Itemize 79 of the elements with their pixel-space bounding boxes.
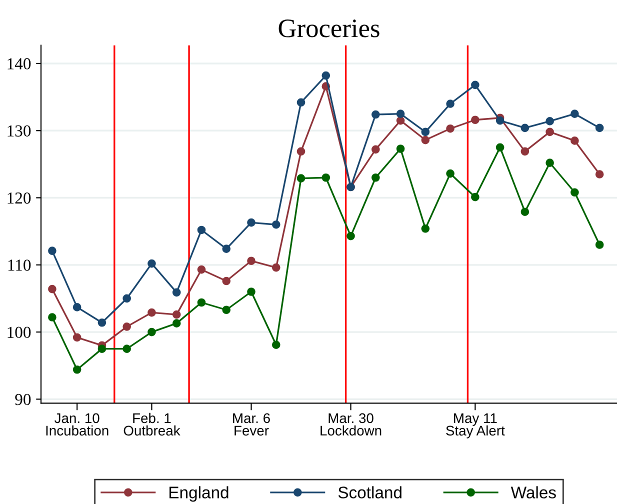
- point: [72, 333, 82, 342]
- legend-label: Wales: [510, 486, 556, 498]
- point: [222, 276, 231, 286]
- point: [222, 244, 231, 253]
- y-tick-label: 90: [15, 394, 31, 406]
- point: [371, 173, 380, 182]
- point: [396, 116, 405, 125]
- x-tick-label: Mar. 6 Fever: [233, 413, 270, 436]
- point: [471, 116, 480, 124]
- point: [48, 246, 56, 255]
- point: [197, 265, 206, 274]
- x-tick-label: Feb. 1 Outbreak: [124, 412, 180, 436]
- point: [296, 147, 306, 156]
- point: [98, 344, 106, 353]
- point: [595, 124, 604, 132]
- y-tick-label: 140: [8, 58, 31, 70]
- point: [272, 220, 280, 229]
- y-tick-label: 130: [8, 125, 31, 137]
- point: [247, 218, 256, 227]
- point: [546, 117, 554, 126]
- x-tick-label: Mar. 30 Lockdown: [320, 413, 382, 436]
- point: [322, 173, 330, 182]
- point: [98, 318, 106, 327]
- point: [446, 124, 454, 133]
- point: [396, 110, 405, 118]
- point: [446, 169, 454, 178]
- point: [48, 313, 56, 322]
- point: [421, 136, 430, 144]
- x-tick-label: Jan. 10 Incubation: [46, 413, 108, 436]
- point: [72, 365, 82, 374]
- point: [595, 240, 604, 249]
- point: [421, 224, 430, 233]
- y-tick-label: 100: [8, 326, 31, 338]
- point: [296, 174, 306, 182]
- point: [222, 306, 231, 314]
- point: [148, 308, 156, 317]
- point: [520, 147, 530, 156]
- point: [48, 284, 56, 294]
- point: [122, 322, 132, 331]
- point: [546, 158, 554, 168]
- point: [570, 110, 579, 118]
- point: [72, 303, 82, 312]
- point: [172, 310, 181, 319]
- point: [272, 340, 280, 349]
- point: [570, 188, 579, 197]
- y-tick-label: 120: [8, 192, 31, 204]
- point: [396, 144, 405, 153]
- point: [421, 128, 430, 136]
- point: [496, 143, 504, 152]
- point: [371, 145, 380, 154]
- point: [346, 232, 355, 240]
- y-tick-label: 110: [8, 260, 31, 271]
- point: [122, 294, 132, 303]
- point: [322, 71, 330, 80]
- point: [148, 259, 156, 268]
- legend-label: England: [170, 486, 228, 502]
- point: [446, 100, 454, 108]
- point: [371, 110, 380, 119]
- point: [172, 319, 181, 328]
- point: [471, 192, 480, 202]
- point: [595, 170, 604, 178]
- point: [197, 226, 206, 234]
- point: [496, 116, 504, 125]
- point: [471, 80, 480, 90]
- legend-label: Scotland: [338, 486, 402, 498]
- chart-title: Groceries: [278, 20, 380, 38]
- point: [520, 124, 530, 132]
- point: [148, 328, 156, 336]
- point: [172, 288, 181, 297]
- point: [570, 136, 579, 145]
- point: [247, 288, 256, 296]
- point: [296, 98, 306, 107]
- point: [247, 256, 256, 266]
- point: [520, 208, 530, 216]
- point: [197, 298, 206, 307]
- point: [122, 344, 132, 353]
- point: [546, 128, 554, 136]
- point: [272, 263, 280, 272]
- x-tick-label: May 11 Stay Alert: [446, 413, 505, 438]
